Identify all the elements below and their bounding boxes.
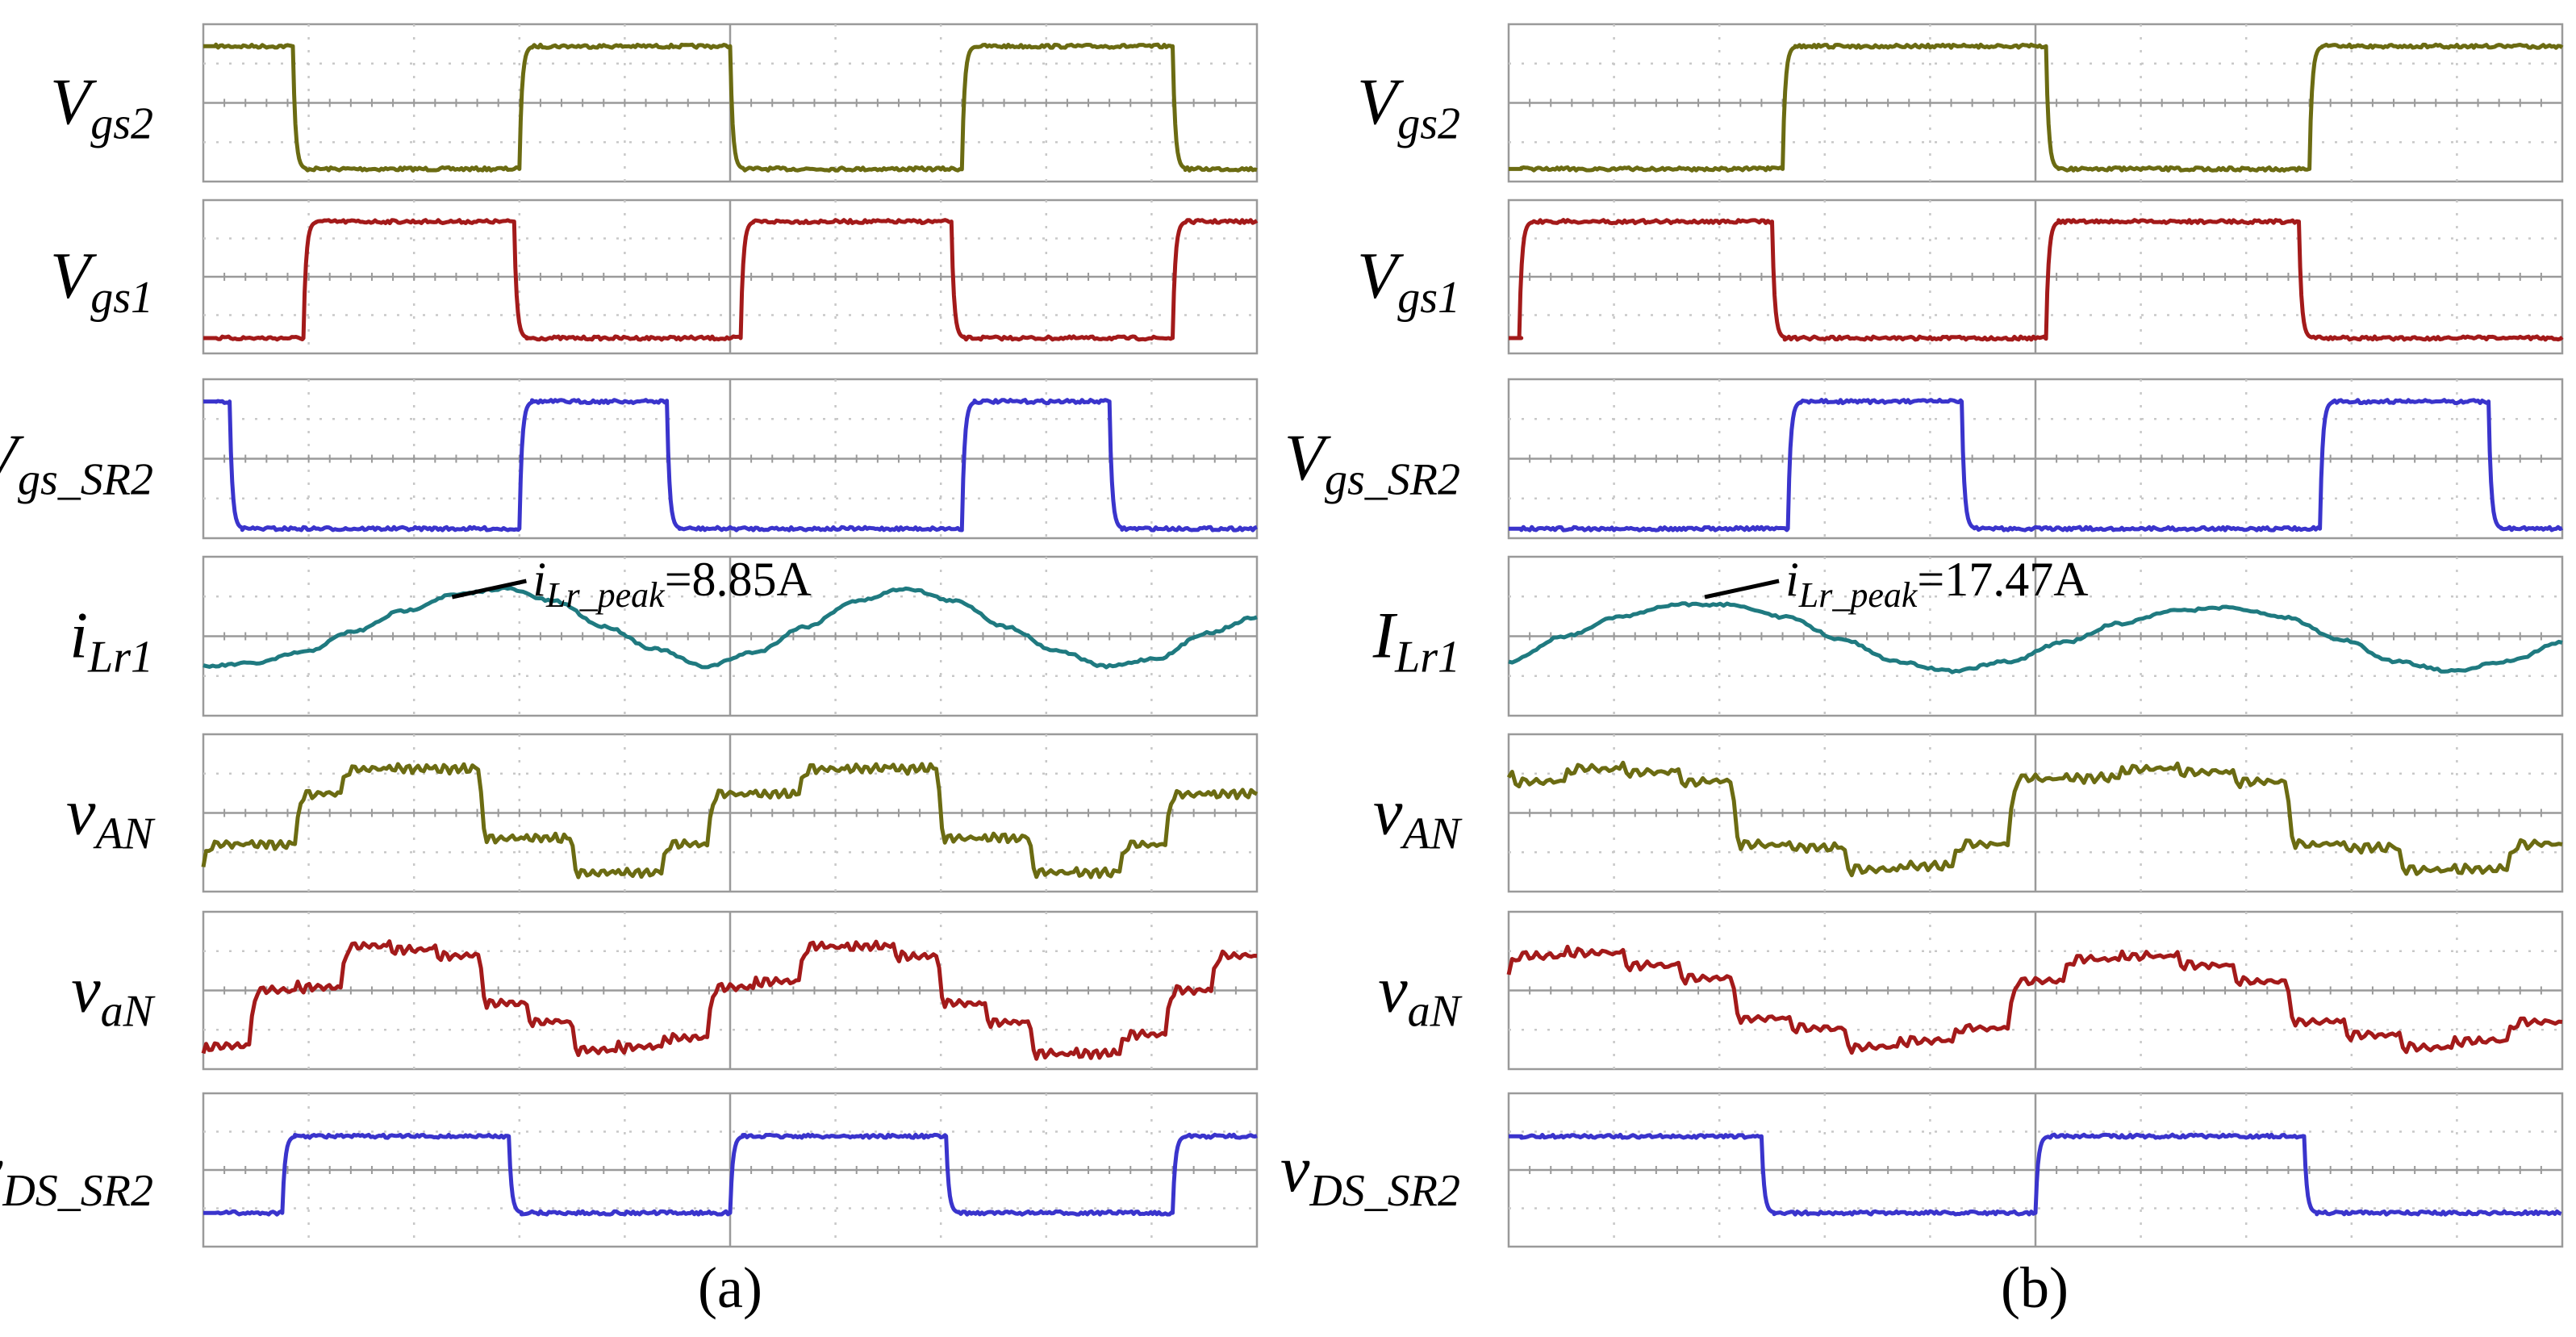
trace-vgssr2-plot: Vgs_SR2 — [1284, 378, 2564, 540]
trace-label-symbol: V — [1357, 239, 1404, 312]
trace-label-vgssr2: Vgs_SR2 — [1284, 421, 1460, 505]
trace-label-symbol: v — [1378, 953, 1408, 1026]
trace-van-plot: vAN — [1373, 733, 2564, 893]
trace-vgssr2 — [202, 398, 1258, 533]
trace-label-vdssr2: vDS_SR2 — [1280, 1132, 1460, 1216]
trace-van — [201, 762, 1259, 879]
trace-vgs2 — [1508, 42, 2564, 173]
trace-label-symbol: I — [1372, 599, 1398, 672]
peak-annotation: iLr_peak=8.85A — [532, 553, 812, 615]
trace-ilr1-plot: iLr1 — [69, 555, 1259, 717]
trace-label-subscript: gs2 — [90, 99, 153, 149]
trace-label-symbol: v — [0, 1132, 3, 1205]
trace-vgs2-plot: Vgs2 — [1357, 23, 2564, 183]
trace-label-subscript: gs_SR2 — [1325, 455, 1460, 505]
trace-label-ilr1: iLr1 — [69, 599, 153, 683]
peak-leader-line — [451, 579, 527, 600]
trace-label-vgssr2: Vgs_SR2 — [0, 421, 153, 505]
trace-van-plot: vAN — [66, 733, 1259, 893]
panel-caption: (b) — [2001, 1256, 2069, 1320]
trace-label-van: vAN — [66, 775, 156, 859]
panel-b: Vgs2Vgs1Vgs_SR2ILr1vANvaNvDS_SR2iLr_peak… — [1280, 23, 2564, 1320]
trace-vdssr2-plot: vDS_SR2 — [0, 1092, 1259, 1248]
trace-label-subscript: gs1 — [90, 273, 153, 323]
trace-vanlow — [1506, 944, 2563, 1055]
trace-label-symbol: V — [50, 239, 97, 312]
trace-vgssr2-plot: Vgs_SR2 — [0, 378, 1259, 540]
trace-ilr1-plot: ILr1 — [1372, 555, 2564, 717]
trace-label-symbol: V — [1284, 421, 1331, 495]
trace-label-subscript: aN — [101, 987, 156, 1037]
trace-label-subscript: Lr1 — [1394, 633, 1460, 683]
trace-label-subscript: DS_SR2 — [1309, 1166, 1460, 1216]
trace-label-subscript: aN — [1408, 987, 1463, 1037]
peak-leader-line — [1704, 579, 1780, 600]
trace-vanlow-plot: vaN — [71, 910, 1259, 1071]
panel-a: Vgs2Vgs1Vgs_SR2iLr1vANvaNvDS_SR2iLr_peak… — [0, 23, 1259, 1320]
trace-label-vdssr2: vDS_SR2 — [0, 1132, 153, 1216]
trace-vgs1 — [1508, 218, 2564, 342]
trace-vanlow — [201, 939, 1258, 1061]
trace-label-subscript: DS_SR2 — [2, 1166, 153, 1216]
trace-label-symbol: v — [71, 953, 101, 1026]
trace-vanlow-plot: vaN — [1378, 910, 2564, 1071]
panel-caption: (a) — [698, 1256, 762, 1320]
trace-vgssr2 — [1508, 398, 2563, 533]
trace-vdssr2 — [202, 1132, 1258, 1217]
trace-label-vgs1: Vgs1 — [50, 239, 153, 323]
peak-annotation-subscript: Lr_peak — [1798, 575, 1918, 615]
trace-label-van: vAN — [1373, 775, 1463, 859]
peak-annotation-symbol: i — [532, 553, 546, 606]
trace-label-symbol: V — [50, 65, 97, 139]
trace-label-vgs1: Vgs1 — [1357, 239, 1460, 323]
trace-label-vanlow: vaN — [71, 953, 155, 1037]
trace-vgs2 — [202, 42, 1258, 173]
trace-van — [1506, 760, 2563, 878]
trace-label-subscript: AN — [1399, 809, 1462, 859]
trace-vgs1-plot: Vgs1 — [50, 198, 1259, 355]
trace-label-vgs2: Vgs2 — [50, 65, 153, 149]
trace-label-symbol: V — [1357, 65, 1404, 139]
trace-vdssr2-plot: vDS_SR2 — [1280, 1092, 2564, 1248]
trace-ilr1 — [1508, 601, 2563, 675]
trace-label-vanlow: vaN — [1378, 953, 1462, 1037]
trace-label-symbol: i — [69, 599, 88, 672]
trace-label-symbol: v — [1373, 775, 1403, 849]
trace-label-subscript: gs_SR2 — [18, 455, 153, 505]
trace-label-subscript: AN — [92, 809, 155, 859]
trace-label-subscript: Lr1 — [87, 633, 153, 683]
peak-annotation-subscript: Lr_peak — [545, 575, 666, 615]
trace-label-subscript: gs1 — [1397, 273, 1460, 323]
trace-label-ilr1: ILr1 — [1372, 599, 1460, 683]
trace-ilr1 — [202, 585, 1258, 670]
trace-label-symbol: v — [66, 775, 96, 849]
peak-annotation-value: =17.47A — [1917, 553, 2088, 606]
trace-vgs1 — [202, 218, 1259, 342]
peak-annotation: iLr_peak=17.47A — [1785, 553, 2089, 615]
trace-label-vgs2: Vgs2 — [1357, 65, 1460, 149]
trace-label-symbol: v — [1280, 1132, 1310, 1205]
trace-vdssr2 — [1508, 1132, 2562, 1217]
peak-annotation-symbol: i — [1785, 553, 1799, 606]
peak-annotation-value: =8.85A — [665, 553, 812, 606]
trace-label-subscript: gs2 — [1397, 99, 1460, 149]
trace-vgs2-plot: Vgs2 — [50, 23, 1259, 183]
trace-vgs1-plot: Vgs1 — [1357, 198, 2564, 355]
